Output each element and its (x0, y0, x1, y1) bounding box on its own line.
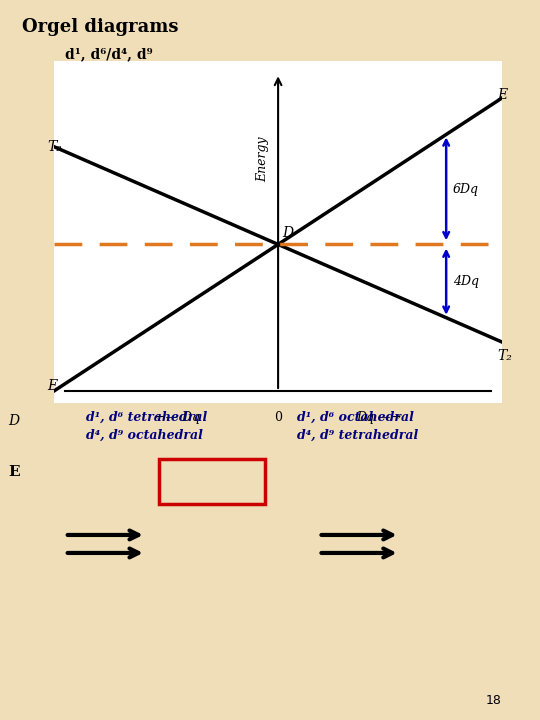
Text: d¹, d⁶/d⁴, d⁹: d¹, d⁶/d⁴, d⁹ (65, 47, 153, 60)
Text: d¹, d⁶ tetrahedral: d¹, d⁶ tetrahedral (86, 410, 208, 423)
Text: ←— Dq: ←— Dq (155, 410, 200, 423)
Text: d¹, d⁶ octahedral: d¹, d⁶ octahedral (297, 410, 414, 423)
Text: E: E (48, 379, 57, 393)
Text: d⁴, d⁹ octahedral: d⁴, d⁹ octahedral (86, 428, 203, 441)
Text: 4Dq: 4Dq (453, 274, 479, 287)
Text: E: E (498, 89, 508, 102)
Text: Dq —→: Dq —→ (356, 410, 401, 423)
Text: 6Dq: 6Dq (453, 183, 479, 196)
Text: D: D (8, 414, 19, 428)
Text: D: D (282, 225, 294, 240)
Text: d⁴, d⁹ tetrahedral: d⁴, d⁹ tetrahedral (297, 428, 418, 441)
Text: T₂: T₂ (498, 349, 512, 364)
Text: E: E (8, 464, 20, 479)
Text: Orgel diagrams: Orgel diagrams (22, 18, 178, 36)
Text: Energy: Energy (256, 136, 269, 181)
Text: 18: 18 (486, 694, 502, 707)
Text: T₂: T₂ (48, 140, 62, 153)
Text: 0: 0 (274, 410, 282, 423)
